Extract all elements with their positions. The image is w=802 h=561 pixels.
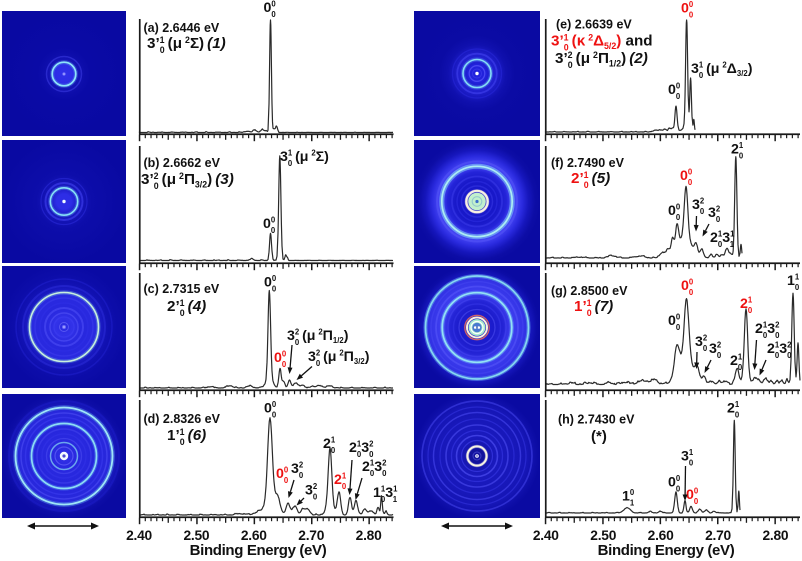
svg-text:2.40: 2.40 xyxy=(533,528,559,543)
svg-text:2.80: 2.80 xyxy=(356,528,382,543)
svg-text:000: 00 0 xyxy=(264,274,277,294)
svg-text:000: 00 0 xyxy=(276,465,289,485)
svg-text:000: 00 0 xyxy=(668,474,681,494)
svg-text:(h) 2.7430 eV: (h) 2.7430 eV xyxy=(558,413,635,427)
svg-text:320: 32 0 xyxy=(692,196,705,216)
svg-text:(c) 2.7315 eV: (c) 2.7315 eV xyxy=(144,282,220,296)
svg-text:210: 21 0 xyxy=(731,141,744,161)
svg-text:(f) 2.7490 eV: (f) 2.7490 eV xyxy=(551,156,625,170)
svg-text:(a) 2.6446 eV: (a) 2.6446 eV xyxy=(144,21,220,35)
svg-text:000: 00 0 xyxy=(680,167,693,187)
svg-text:210: 21 0 xyxy=(323,435,336,455)
svg-text:Binding Energy (eV): Binding Energy (eV) xyxy=(190,542,327,559)
svg-text:3’10 (κ 2Δ5/2) and: 3’1 0 (κ 2Δ5/2) and xyxy=(551,32,653,52)
svg-text:000: 00 0 xyxy=(668,202,681,222)
svg-text:000: 00 0 xyxy=(686,486,699,506)
svg-text:000: 00 0 xyxy=(263,215,276,235)
svg-text:000: 00 0 xyxy=(264,400,277,420)
svg-text:(*): (*) xyxy=(591,428,607,445)
svg-text:000: 00 0 xyxy=(681,0,694,19)
svg-text:(g) 2.8500 eV: (g) 2.8500 eV xyxy=(551,284,628,298)
svg-text:000: 00 0 xyxy=(668,312,681,332)
svg-text:2.60: 2.60 xyxy=(648,528,674,543)
svg-text:310: 31 0 xyxy=(681,448,694,468)
svg-text:000: 00 0 xyxy=(681,277,694,297)
svg-text:320: 32 0 xyxy=(708,204,721,224)
svg-text:2.50: 2.50 xyxy=(590,528,616,543)
svg-text:320: 32 0 xyxy=(709,340,722,360)
svg-text:210: 21 0 xyxy=(334,471,347,491)
svg-text:310 (μ 2Δ3/2): 31 0 (μ 2Δ3/2) xyxy=(691,60,753,80)
svg-text:2’10 (5): 2’1 0 (5) xyxy=(571,170,610,190)
svg-text:320: 32 0 xyxy=(305,482,318,502)
svg-text:3’10 (μ 2Σ) (1): 3’1 0 (μ 2Σ) (1) xyxy=(147,35,226,55)
svg-text:2.40: 2.40 xyxy=(126,528,152,543)
svg-text:(d) 2.8326 eV: (d) 2.8326 eV xyxy=(144,412,221,426)
svg-text:210: 21 0 xyxy=(740,295,753,315)
svg-text:110: 11 0 xyxy=(787,272,800,292)
svg-text:2.70: 2.70 xyxy=(705,528,731,543)
svg-text:101: 10 1 xyxy=(622,488,635,508)
svg-text:320: 32 0 xyxy=(291,460,304,480)
svg-text:000: 00 0 xyxy=(264,0,277,19)
svg-text:320 (μ 2Π3/2): 32 0 (μ 2Π3/2) xyxy=(308,348,370,368)
svg-text:320: 32 0 xyxy=(695,333,708,353)
svg-text:1’10 (6): 1’1 0 (6) xyxy=(167,427,206,447)
svg-text:2.80: 2.80 xyxy=(762,528,788,543)
svg-text:3’20 (μ 2Π1/2) (2): 3’2 0 (μ 2Π1/2) (2) xyxy=(555,50,648,70)
svg-text:2.50: 2.50 xyxy=(183,528,209,543)
svg-text:(e) 2.6639 eV: (e) 2.6639 eV xyxy=(556,18,632,32)
svg-text:(b) 2.6662 eV: (b) 2.6662 eV xyxy=(144,156,221,170)
svg-text:000: 00 0 xyxy=(274,349,287,369)
svg-text:2.70: 2.70 xyxy=(298,528,324,543)
svg-text:1’10 (7): 1’1 0 (7) xyxy=(574,298,613,318)
svg-text:000: 00 0 xyxy=(668,81,681,101)
svg-text:2’10 (4): 2’1 0 (4) xyxy=(167,298,206,318)
svg-text:3’20 (μ 2Π3/2) (3): 3’2 0 (μ 2Π3/2) (3) xyxy=(141,171,234,191)
svg-text:210: 21 0 xyxy=(727,400,740,420)
svg-text:Binding Energy (eV): Binding Energy (eV) xyxy=(598,542,735,559)
svg-text:210: 21 0 xyxy=(730,352,743,372)
svg-text:320 (μ 2Π1/2): 32 0 (μ 2Π1/2) xyxy=(287,327,349,347)
svg-text:310 (μ 2Σ): 31 0 (μ 2Σ) xyxy=(280,148,329,168)
svg-text:2.60: 2.60 xyxy=(241,528,267,543)
